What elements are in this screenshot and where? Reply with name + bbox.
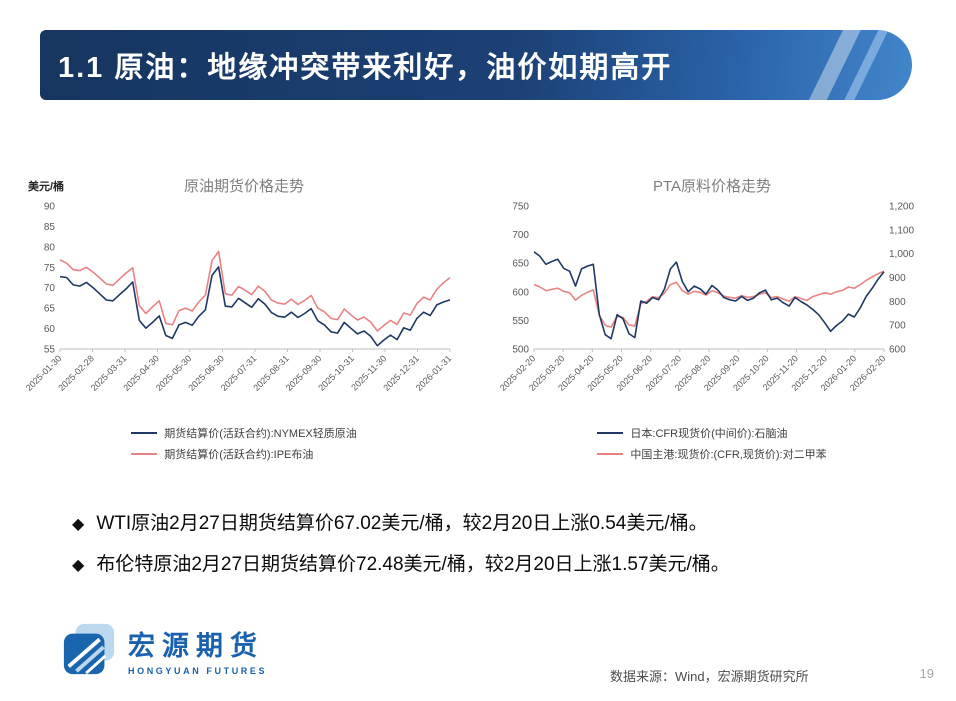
svg-text:1,200: 1,200	[889, 202, 914, 213]
svg-text:550: 550	[512, 316, 529, 327]
legend-item: 期货结算价(活跃合约):NYMEX轻质原油	[131, 425, 357, 441]
svg-text:55: 55	[44, 345, 56, 356]
svg-text:1,000: 1,000	[889, 249, 914, 260]
logo-subtext: HONGYUAN FUTURES	[128, 666, 268, 676]
diamond-bullet-icon: ◆	[72, 516, 85, 533]
svg-text:750: 750	[512, 202, 529, 213]
pta-chart-title: PTA原料价格走势	[652, 178, 772, 195]
svg-text:70: 70	[44, 283, 56, 294]
crude-oil-chart-plot: 55606570758085902025-01-302025-02-282025…	[26, 202, 453, 393]
legend-line-swatch	[597, 453, 624, 455]
hongyuan-logo-icon	[63, 623, 115, 675]
y-axis-unit-label: 美元/桶	[28, 181, 65, 193]
legend-label: 日本:CFR现货价(中间价):石脑油	[630, 428, 788, 440]
bullet-item: ◆ 布伦特原油2月27日期货结算价72.48美元/桶，较2月20日上涨1.57美…	[72, 553, 906, 577]
svg-text:80: 80	[44, 242, 56, 253]
svg-text:90: 90	[44, 202, 56, 213]
charts-section: 美元/桶 原油期货价格走势 55 60 65 70 75 80 85 90 2025-01-30…	[24, 176, 932, 467]
crude-oil-chart-legend: 期货结算价(活跃合约):NYMEX轻质原油 期货结算价(活跃合约):IPE布油	[24, 425, 464, 467]
pta-chart-header: PTA原料价格走势	[492, 176, 932, 198]
page-title: 1.1 原油：地缘冲突带来利好，油价如期高开	[58, 52, 673, 84]
logo-text: 宏源期货	[128, 631, 264, 661]
legend-label: 期货结算价(活跃合约):IPE布油	[164, 449, 314, 461]
legend-line-swatch	[131, 453, 158, 455]
bullet-item: ◆ WTI原油2月27日期货结算价67.02美元/桶，较2月20日上涨0.54美…	[72, 512, 906, 536]
key-points: ◆ WTI原油2月27日期货结算价67.02美元/桶，较2月20日上涨0.54美…	[72, 512, 906, 594]
pta-chart: PTA原料价格走势 500 550 600 650 700 750 600 700 800 900…	[492, 176, 932, 467]
legend-line-swatch	[597, 432, 624, 434]
bullet-text: WTI原油2月27日期货结算价67.02美元/桶，较2月20日上涨0.54美元/…	[96, 513, 708, 534]
svg-text:75: 75	[44, 263, 56, 274]
title-banner: 1.1 原油：地缘冲突带来利好，油价如期高开	[40, 30, 912, 100]
legend-label: 中国主港:现货价:(CFR,现货价):对二甲苯	[630, 449, 827, 461]
svg-text:700: 700	[512, 230, 529, 241]
svg-text:600: 600	[889, 345, 906, 356]
page-number: 19	[919, 666, 934, 681]
svg-text:800: 800	[889, 297, 906, 308]
svg-text:600: 600	[512, 287, 529, 298]
legend-label: 期货结算价(活跃合约):NYMEX轻质原油	[164, 428, 357, 440]
crude-oil-chart-header: 美元/桶 原油期货价格走势	[24, 176, 464, 198]
pta-chart-plot: 500 550 600 650 700 750 600 700 800 900 1,000 1,100…	[498, 202, 915, 393]
legend-item: 中国主港:现货价:(CFR,现货价):对二甲苯	[597, 446, 827, 462]
svg-text:650: 650	[512, 259, 529, 270]
legend-item: 期货结算价(活跃合约):IPE布油	[131, 446, 357, 462]
bullet-text: 布伦特原油2月27日期货结算价72.48美元/桶，较2月20日上涨1.57美元/…	[96, 553, 730, 575]
svg-text:60: 60	[44, 324, 56, 335]
svg-text:500: 500	[512, 345, 529, 356]
svg-text:900: 900	[889, 273, 906, 284]
crude-oil-chart: 美元/桶 原油期货价格走势 55 60 65 70 75 80 85 90 2025-01-30…	[24, 176, 464, 467]
svg-text:700: 700	[889, 321, 906, 332]
pta-chart-legend: 日本:CFR现货价(中间价):石脑油 中国主港:现货价:(CFR,现货价):对二…	[492, 425, 932, 467]
hongyuan-logo: 宏源期货 HONGYUAN FUTURES	[60, 622, 267, 678]
svg-text:65: 65	[44, 304, 56, 315]
crude-oil-chart-title: 原油期货价格走势	[183, 178, 304, 195]
legend-item: 日本:CFR现货价(中间价):石脑油	[597, 425, 826, 441]
data-source-note: 数据来源：Wind，宏源期货研究所	[610, 669, 809, 684]
legend-line-swatch	[131, 432, 158, 434]
svg-text:1,100: 1,100	[889, 225, 914, 236]
diamond-bullet-icon: ◆	[72, 556, 85, 574]
svg-text:85: 85	[44, 222, 56, 233]
